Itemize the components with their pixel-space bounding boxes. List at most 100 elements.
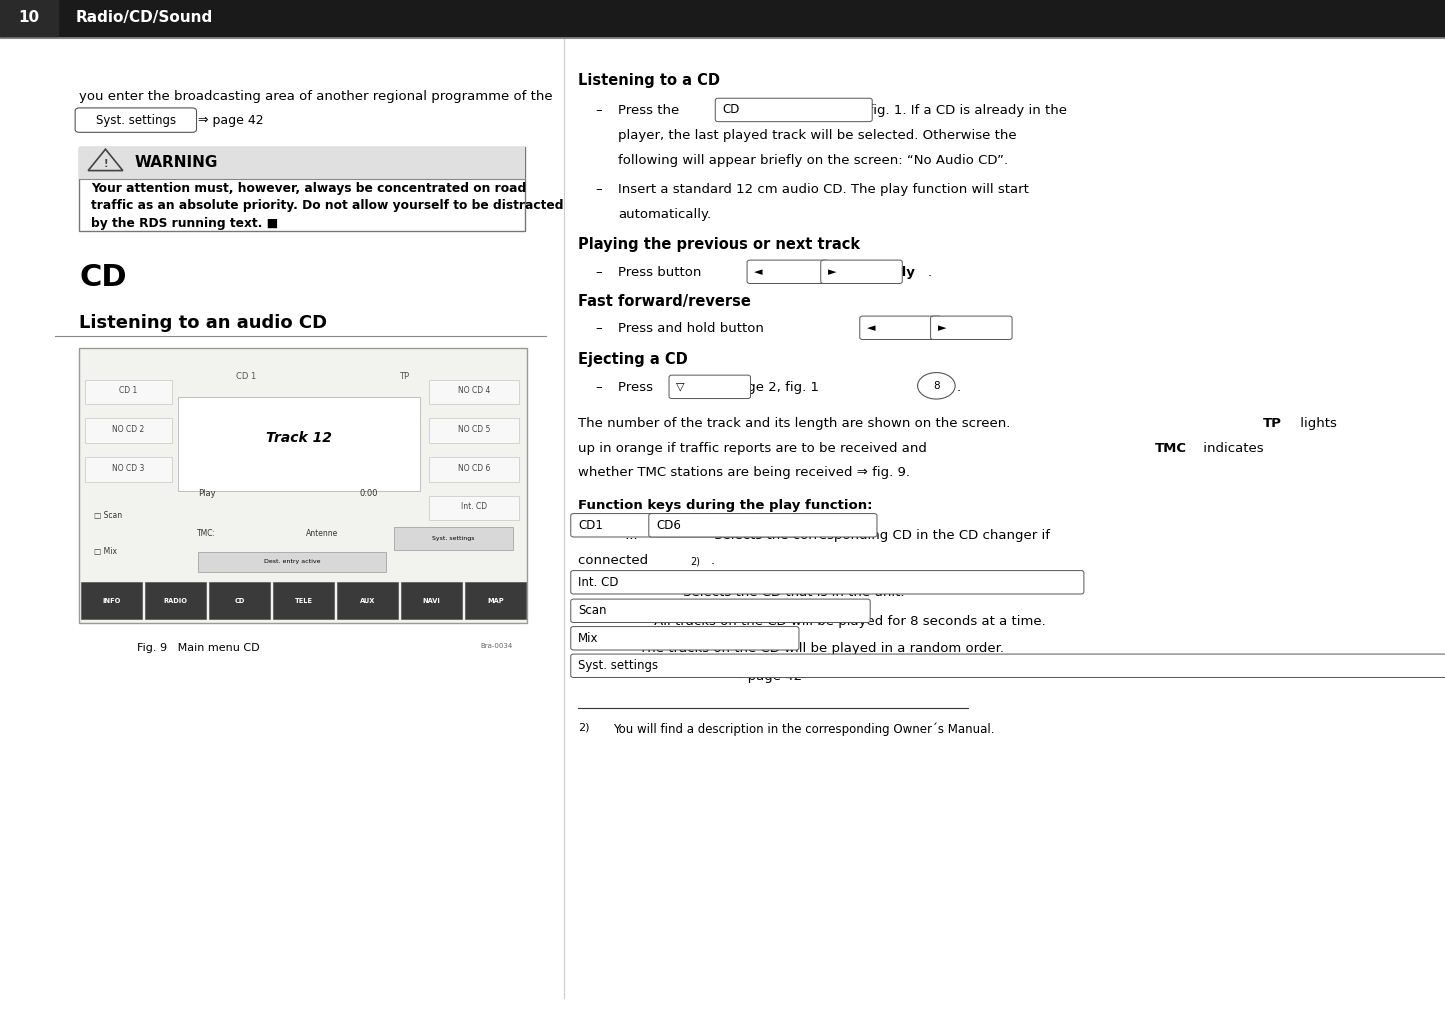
- Text: automatically.: automatically.: [618, 208, 711, 221]
- Text: Antenne: Antenne: [306, 529, 338, 538]
- Text: up in orange if traffic reports are to be received and: up in orange if traffic reports are to b…: [578, 442, 931, 455]
- Text: player, the last played track will be selected. Otherwise the: player, the last played track will be se…: [618, 129, 1017, 143]
- Bar: [429, 457, 519, 482]
- Text: Int. CD: Int. CD: [461, 503, 487, 511]
- Text: INFO: INFO: [103, 598, 121, 604]
- Bar: [198, 552, 386, 572]
- Text: .: .: [971, 322, 975, 335]
- FancyBboxPatch shape: [821, 260, 902, 283]
- Text: Syst. settings: Syst. settings: [432, 536, 475, 541]
- Text: □ Scan: □ Scan: [94, 511, 121, 519]
- Text: or: or: [899, 322, 920, 335]
- Bar: [81, 582, 142, 619]
- Text: TMC:: TMC:: [197, 529, 217, 538]
- Text: ⇒ page 2, fig. 1: ⇒ page 2, fig. 1: [711, 381, 828, 394]
- Bar: [429, 418, 519, 443]
- Text: Ejecting a CD: Ejecting a CD: [578, 352, 688, 367]
- FancyBboxPatch shape: [571, 655, 1445, 678]
- Text: Play: Play: [198, 490, 215, 498]
- Bar: [429, 496, 519, 520]
- Text: Insert a standard 12 cm audio CD. The play function will start: Insert a standard 12 cm audio CD. The pl…: [618, 183, 1029, 196]
- Bar: [400, 582, 462, 619]
- Bar: [85, 457, 172, 482]
- Text: –: –: [595, 104, 603, 117]
- Text: –: –: [595, 322, 603, 335]
- Text: WARNING: WARNING: [134, 155, 218, 170]
- Text: .: .: [711, 554, 715, 567]
- Text: CD 1: CD 1: [120, 387, 137, 395]
- Text: NO CD 6: NO CD 6: [458, 464, 490, 472]
- Text: MAP: MAP: [487, 598, 504, 604]
- Text: button ⇒ page 2, fig. 1. If a CD is already in the: button ⇒ page 2, fig. 1. If a CD is alre…: [746, 104, 1066, 117]
- Bar: [0, 0, 1445, 36]
- Text: Syst. settings: Syst. settings: [578, 660, 657, 672]
- Text: The number of the track and its length are shown on the screen.: The number of the track and its length a…: [578, 417, 1014, 431]
- Text: –: –: [595, 381, 603, 394]
- Text: ▽: ▽: [676, 382, 685, 392]
- Bar: [0, 0, 58, 36]
- Text: 0:00: 0:00: [360, 490, 377, 498]
- Text: – The tracks on the CD will be played in a random order.: – The tracks on the CD will be played in…: [624, 642, 1004, 656]
- FancyBboxPatch shape: [571, 599, 870, 623]
- Text: 10: 10: [19, 10, 39, 25]
- Bar: [79, 348, 527, 623]
- Text: Dest. entry active: Dest. entry active: [263, 560, 321, 564]
- Text: CD6: CD6: [656, 519, 681, 531]
- Text: Mix: Mix: [578, 632, 598, 644]
- Text: CD 1: CD 1: [236, 373, 256, 381]
- Text: NO CD 5: NO CD 5: [458, 426, 490, 434]
- Text: CD1: CD1: [578, 519, 603, 531]
- Text: RADIO: RADIO: [163, 598, 188, 604]
- Text: – Selects the corresponding CD in the CD changer if: – Selects the corresponding CD in the CD…: [699, 529, 1051, 543]
- Bar: [85, 418, 172, 443]
- Text: .: .: [928, 266, 932, 279]
- Text: NO CD 2: NO CD 2: [113, 426, 144, 434]
- Text: CD: CD: [722, 104, 740, 116]
- Bar: [273, 582, 334, 619]
- Text: Scan: Scan: [578, 605, 607, 617]
- Text: NAVI: NAVI: [422, 598, 441, 604]
- Text: briefly: briefly: [867, 266, 916, 279]
- Text: TELE: TELE: [295, 598, 312, 604]
- Text: Track 12: Track 12: [266, 431, 332, 445]
- FancyBboxPatch shape: [649, 514, 877, 538]
- Text: 8: 8: [933, 381, 939, 391]
- Text: Press and hold button: Press and hold button: [618, 322, 769, 335]
- Text: Bra-0034: Bra-0034: [481, 643, 513, 649]
- Bar: [144, 582, 207, 619]
- FancyBboxPatch shape: [747, 260, 828, 283]
- Text: ◄: ◄: [754, 267, 763, 277]
- Text: ►: ►: [938, 323, 946, 333]
- Text: –: –: [595, 183, 603, 196]
- Text: Fig. 9   Main menu CD: Fig. 9 Main menu CD: [137, 643, 260, 654]
- FancyBboxPatch shape: [669, 375, 750, 398]
- Text: Press button: Press button: [618, 266, 707, 279]
- Text: TP: TP: [1263, 417, 1282, 431]
- Bar: [79, 147, 525, 231]
- Bar: [394, 527, 513, 550]
- Bar: [178, 397, 420, 491]
- Text: .: .: [957, 381, 961, 394]
- Text: CD: CD: [234, 598, 244, 604]
- Text: Function keys during the play function:: Function keys during the play function:: [578, 499, 873, 512]
- FancyBboxPatch shape: [860, 316, 941, 340]
- Text: –: –: [595, 266, 603, 279]
- Bar: [210, 582, 270, 619]
- Bar: [429, 380, 519, 404]
- Text: CD: CD: [79, 263, 127, 291]
- Text: ⇒ page 42: ⇒ page 42: [728, 670, 802, 683]
- Text: 2): 2): [578, 723, 590, 733]
- Text: you enter the broadcasting area of another regional programme of the
same statio: you enter the broadcasting area of anoth…: [79, 90, 553, 120]
- Text: Press the: Press the: [618, 104, 683, 117]
- Text: TP: TP: [399, 373, 410, 381]
- Bar: [465, 582, 526, 619]
- Bar: [337, 582, 397, 619]
- FancyBboxPatch shape: [571, 514, 799, 538]
- Text: ►: ►: [828, 267, 837, 277]
- Text: following will appear briefly on the screen: “No Audio CD”.: following will appear briefly on the scr…: [618, 154, 1009, 167]
- Text: □ Mix: □ Mix: [94, 548, 117, 556]
- Text: Your attention must, however, always be concentrated on road
traffic as an absol: Your attention must, however, always be …: [91, 182, 564, 230]
- Text: – Selects the CD that is in the unit.: – Selects the CD that is in the unit.: [668, 586, 905, 600]
- FancyBboxPatch shape: [75, 108, 197, 132]
- FancyBboxPatch shape: [571, 627, 799, 651]
